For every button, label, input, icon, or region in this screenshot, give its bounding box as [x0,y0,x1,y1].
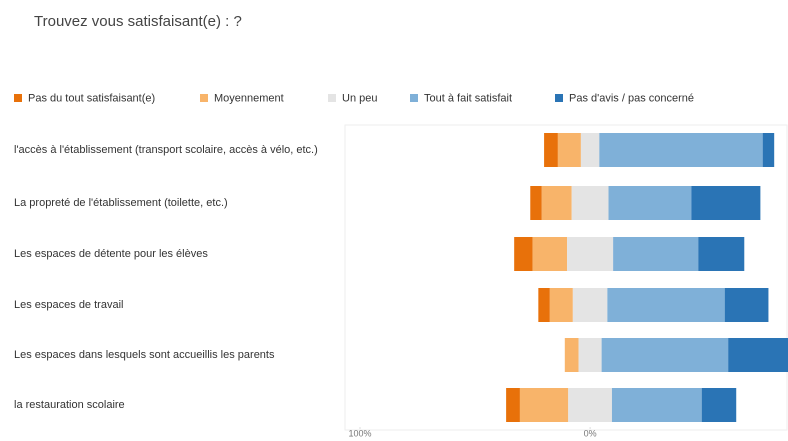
bar-segment [698,237,745,271]
bar-segment [567,237,614,271]
bar-segment [571,186,609,220]
bar-segment [580,133,600,167]
bar-segment [601,338,729,372]
x-tick-label: 0% [584,428,597,438]
bar-segment [532,237,568,271]
bar-segment [728,338,788,372]
bar-segment [762,133,775,167]
category-label: l'accès à l'établissement (transport sco… [14,143,318,156]
bar-segment [514,237,533,271]
bar-segment [724,288,769,322]
bar-segment [530,186,542,220]
legend-swatch [555,94,563,102]
legend-swatch [410,94,418,102]
legend-label: Un peu [342,92,377,104]
bar-segment [701,388,737,422]
category-label-box: La propreté de l'établissement (toilette… [14,196,228,209]
bar-segment [611,388,702,422]
bar-segment [608,186,692,220]
bar-segment [572,288,608,322]
bar-segment [557,133,581,167]
plot-frame [344,124,788,431]
category-label: Les espaces de travail [14,298,124,311]
legend-label: Pas d'avis / pas concerné [569,92,694,104]
legend-label: Tout à fait satisfait [424,92,512,104]
category-label-box: Les espaces de travail [14,298,124,311]
bar-segment [691,186,761,220]
bar-segment [544,133,558,167]
category-label-box: l'accès à l'établissement (transport sco… [14,143,318,156]
category-label: Les espaces de détente pour les élèves [14,247,208,260]
bar-segment [613,237,699,271]
bar-segment [538,288,550,322]
bar-segment [564,338,579,372]
bar-segment [578,338,602,372]
bar-segment [541,186,572,220]
category-label-box: Les espaces dans lesquels sont accueilli… [14,348,275,361]
bar-segment [519,388,569,422]
legend-label: Moyennement [214,92,284,104]
legend-label: Pas du tout satisfaisant(e) [28,92,155,104]
category-label-box: Les espaces de détente pour les élèves [14,247,208,260]
legend-swatch [200,94,208,102]
category-label: La propreté de l'établissement (toilette… [14,196,228,209]
legend-swatch [14,94,22,102]
category-label: Les espaces dans lesquels sont accueilli… [14,348,275,361]
x-tick-label: 100% [348,428,371,438]
bar-segment [568,388,612,422]
bar-segment [549,288,573,322]
chart-title: Trouvez vous satisfaisant(e) : ? [34,13,242,30]
category-label-box: la restauration scolaire [14,398,125,411]
bar-segment [506,388,520,422]
bar-segment [599,133,763,167]
category-label: la restauration scolaire [14,398,125,411]
bar-segment [607,288,725,322]
legend-swatch [328,94,336,102]
